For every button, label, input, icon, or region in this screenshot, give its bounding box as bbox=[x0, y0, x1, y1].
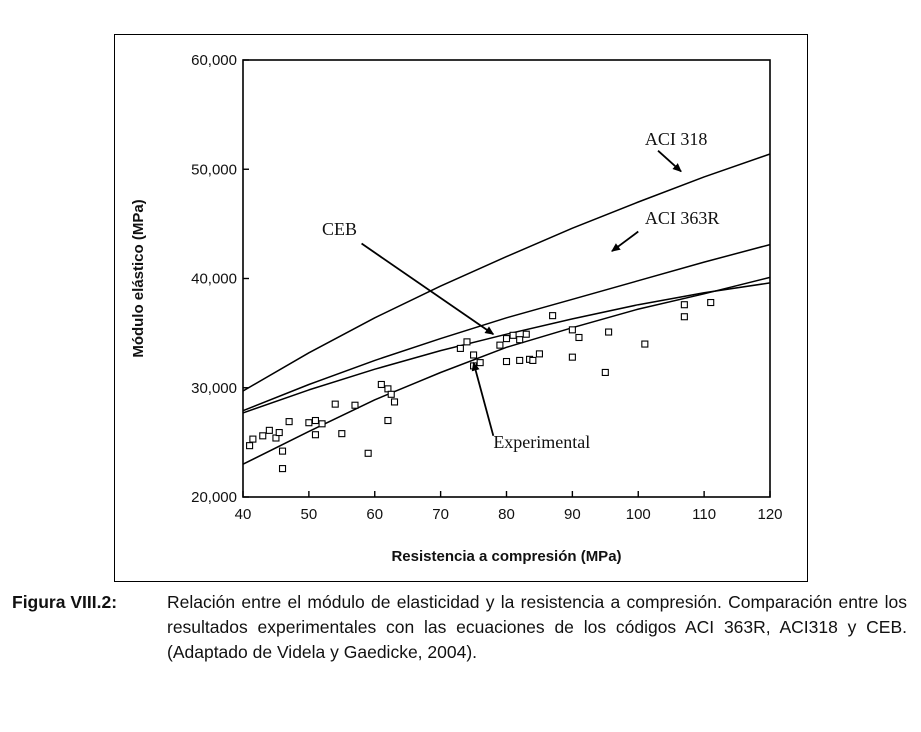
annotation-arrow bbox=[361, 242, 495, 335]
data-point bbox=[601, 368, 609, 377]
y-tick-label: 30,000 bbox=[191, 380, 237, 397]
data-point bbox=[568, 353, 576, 361]
chart: 40 50 60 70 80 90 100 110 120 20,000 30,000 40,000 5… bbox=[130, 52, 783, 565]
data-point bbox=[278, 447, 287, 455]
data-point bbox=[496, 341, 504, 349]
figure-caption: Figura VIII.2: Relación entre el módulo … bbox=[12, 590, 907, 665]
data-point bbox=[707, 298, 715, 307]
data-point bbox=[516, 356, 524, 364]
data-point bbox=[535, 350, 543, 358]
data-point bbox=[509, 331, 517, 339]
data-point bbox=[387, 390, 395, 398]
caption-label: Figura VIII.2: bbox=[12, 592, 118, 612]
data-point bbox=[278, 465, 287, 473]
data-point bbox=[311, 431, 320, 439]
caption-text: Relación entre el módulo de elasticidad … bbox=[167, 592, 907, 662]
annotation-label: ACI 363R bbox=[645, 208, 720, 228]
data-point bbox=[605, 328, 613, 336]
y-tick-label: 60,000 bbox=[191, 52, 237, 69]
y-tick-label: 40,000 bbox=[191, 271, 237, 288]
x-axis-label: Resistencia a compresión (MPa) bbox=[391, 548, 621, 565]
x-tick-label: 50 bbox=[301, 506, 318, 523]
axis-ticks: 40 50 60 70 80 90 100 110 120 20,000 30,000 40,000 5… bbox=[191, 52, 782, 523]
annotation-arrow bbox=[471, 361, 495, 437]
curve-aci-318 bbox=[242, 153, 771, 392]
curves bbox=[242, 153, 771, 465]
y-tick-label: 50,000 bbox=[191, 161, 237, 178]
data-point bbox=[516, 336, 524, 344]
data-point bbox=[502, 357, 511, 366]
data-point bbox=[522, 330, 530, 338]
data-point bbox=[338, 430, 346, 438]
data-point bbox=[246, 442, 254, 450]
annotation-arrow bbox=[611, 230, 639, 252]
data-point bbox=[351, 401, 359, 409]
annotation-label: Experimental bbox=[493, 432, 590, 452]
y-tick-label: 20,000 bbox=[191, 489, 237, 506]
data-point bbox=[285, 418, 293, 426]
x-tick-label: 120 bbox=[757, 506, 782, 523]
data-point bbox=[275, 428, 283, 437]
annotations: ACI 318 ACI 363R CEB Experimental bbox=[322, 129, 719, 452]
data-point bbox=[249, 435, 257, 443]
data-point bbox=[641, 340, 649, 348]
data-point bbox=[476, 359, 484, 367]
curve-ceb bbox=[242, 282, 771, 414]
data-point bbox=[318, 420, 326, 428]
data-point bbox=[259, 432, 267, 440]
data-point bbox=[680, 313, 688, 321]
data-point bbox=[390, 398, 399, 406]
x-tick-label: 100 bbox=[626, 506, 651, 523]
x-tick-label: 90 bbox=[564, 506, 581, 523]
curve-experimental bbox=[242, 276, 771, 465]
data-point bbox=[305, 419, 313, 427]
y-axis-label: Módulo elástico (MPa) bbox=[130, 199, 147, 357]
annotation-arrow bbox=[657, 150, 682, 173]
data-point bbox=[364, 449, 372, 457]
x-tick-label: 70 bbox=[432, 506, 449, 523]
data-point bbox=[456, 344, 464, 352]
data-point bbox=[463, 338, 471, 346]
x-tick-label: 40 bbox=[235, 506, 252, 523]
annotation-label: ACI 318 bbox=[645, 129, 708, 149]
data-point bbox=[502, 335, 511, 343]
x-tick-label: 80 bbox=[498, 506, 515, 523]
curve-aci-363r bbox=[242, 243, 771, 412]
x-tick-label: 110 bbox=[692, 506, 716, 523]
data-point bbox=[575, 333, 583, 342]
data-point bbox=[311, 416, 320, 425]
data-point bbox=[549, 312, 557, 320]
data-point bbox=[568, 326, 576, 334]
data-point bbox=[377, 380, 385, 389]
data-point bbox=[529, 356, 537, 364]
x-tick-label: 60 bbox=[366, 506, 383, 523]
annotation-label: CEB bbox=[322, 219, 357, 239]
data-point bbox=[265, 426, 273, 434]
data-point bbox=[384, 416, 392, 425]
data-point bbox=[331, 400, 339, 408]
data-point bbox=[680, 301, 688, 309]
data-point bbox=[470, 351, 478, 359]
figure-frame: 40 50 60 70 80 90 100 110 120 20,000 30,000 40,000 5… bbox=[114, 34, 808, 582]
